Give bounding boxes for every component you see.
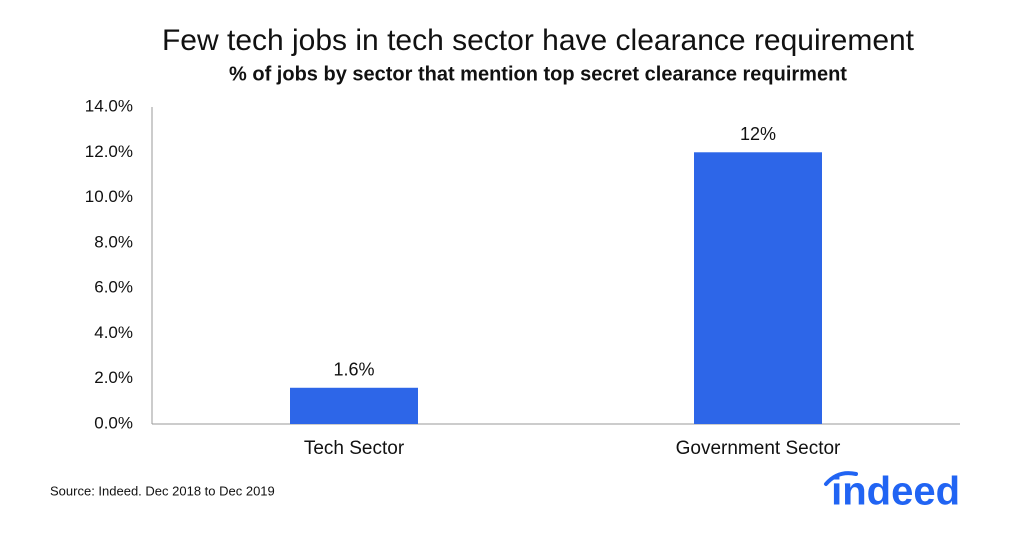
y-tick-label: 10.0% — [85, 187, 133, 206]
x-tick-label: Government Sector — [676, 438, 841, 459]
chart-subtitle: % of jobs by sector that mention top sec… — [229, 63, 847, 85]
y-tick-label: 8.0% — [94, 232, 133, 251]
x-tick-label: Tech Sector — [304, 438, 405, 459]
y-tick-label: 14.0% — [85, 96, 133, 115]
bar — [290, 387, 418, 424]
chart-title: Few tech jobs in tech sector have cleara… — [162, 24, 915, 57]
logo-arc — [824, 471, 858, 486]
y-tick-label: 0.0% — [94, 413, 133, 432]
y-tick-label: 12.0% — [85, 142, 133, 161]
y-tick-label: 4.0% — [94, 323, 133, 342]
source-note: Source: Indeed. Dec 2018 to Dec 2019 — [50, 483, 275, 498]
bar — [694, 152, 822, 425]
y-tick-label: 2.0% — [94, 368, 133, 387]
value-label: 12% — [740, 124, 776, 144]
brand-logo: indeed — [831, 470, 960, 514]
y-tick-label: 6.0% — [94, 278, 133, 297]
value-label: 1.6% — [333, 360, 374, 380]
